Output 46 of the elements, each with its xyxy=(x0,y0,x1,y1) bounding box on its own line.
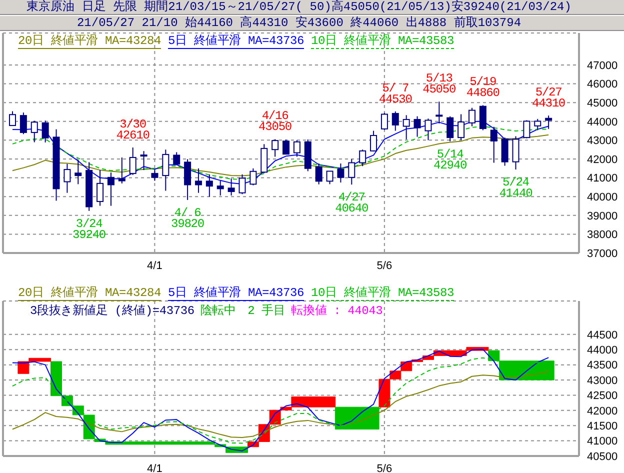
y-tick-label: 44000 xyxy=(587,116,618,128)
annotation: 4/27 40640 xyxy=(335,190,369,216)
y-tick-label: 43500 xyxy=(587,360,618,372)
annotation: 3/24 39240 xyxy=(72,216,106,242)
annotation: 4/ 6 39820 xyxy=(171,206,204,231)
x-tick-label: 5/6 xyxy=(376,260,392,272)
text: 20日 終値平滑 MA=43284 xyxy=(18,34,162,49)
annotation: 3/30 42610 xyxy=(116,118,150,143)
annotation: 5/19 44860 xyxy=(466,75,500,100)
y-tick-label: 44500 xyxy=(587,329,618,342)
y-tick-label: 37000 xyxy=(587,248,618,260)
y-tick-label: 47000 xyxy=(587,60,618,72)
annotation: 4/16 43050 xyxy=(258,109,292,134)
y-tick-label: 39000 xyxy=(587,210,618,222)
y-tick-label: 38000 xyxy=(587,229,618,242)
y-tick-label: 45000 xyxy=(587,97,618,110)
y-tick-label: 40500 xyxy=(587,450,618,463)
y-tick-label: 41000 xyxy=(587,436,618,448)
annotation: 転換値 : 44043 xyxy=(291,304,383,318)
x-tick-label: 5/6 xyxy=(376,462,392,473)
chart-subtitle: 21/05/27 21/10 始44160 高44310 安43600 終44060 出4888 前取103794 xyxy=(0,16,624,31)
y-tick-label: 41000 xyxy=(587,172,618,185)
text: 5日 終値平滑 MA=43736 xyxy=(168,286,304,301)
y-tick-label: 43000 xyxy=(587,374,618,387)
y-tick-label: 41500 xyxy=(587,420,618,433)
y-tick-label: 42000 xyxy=(587,405,618,418)
annotation: 5/24 41440 xyxy=(499,176,533,201)
text: 20日 終値平滑 MA=43284 xyxy=(18,286,162,301)
annotation: 5/14 42940 xyxy=(434,147,467,172)
y-tick-label: 42500 xyxy=(587,390,618,402)
text: 5日 終値平滑 MA=43736 xyxy=(168,34,304,49)
annotation: 5/27 44310 xyxy=(532,86,566,111)
annotation: 3段抜き新値足 (終値)=43736 xyxy=(30,304,194,318)
annotation: 陰転中 2 手目 xyxy=(200,304,286,318)
annotation: 5/13 45050 xyxy=(422,72,456,97)
chart-title: 東京原油 日足 先限 期間21/03/15～21/05/27( 50)高45050(21/05/13)安39240(21/03/24) xyxy=(0,0,624,15)
x-tick-label: 4/1 xyxy=(147,462,162,473)
y-tick-label: 42000 xyxy=(587,154,618,166)
annotation: 5/ 7 44530 xyxy=(378,81,412,106)
y-tick-label: 46000 xyxy=(587,78,618,91)
x-tick-label: 4/1 xyxy=(147,260,162,272)
y-tick-label: 40000 xyxy=(587,191,618,204)
y-tick-label: 44000 xyxy=(587,344,618,357)
text: 10日 終値平滑 MA=43583 xyxy=(311,34,454,49)
y-tick-label: 43000 xyxy=(587,135,618,148)
text: 10日 終値平滑 MA=43583 xyxy=(311,286,454,301)
